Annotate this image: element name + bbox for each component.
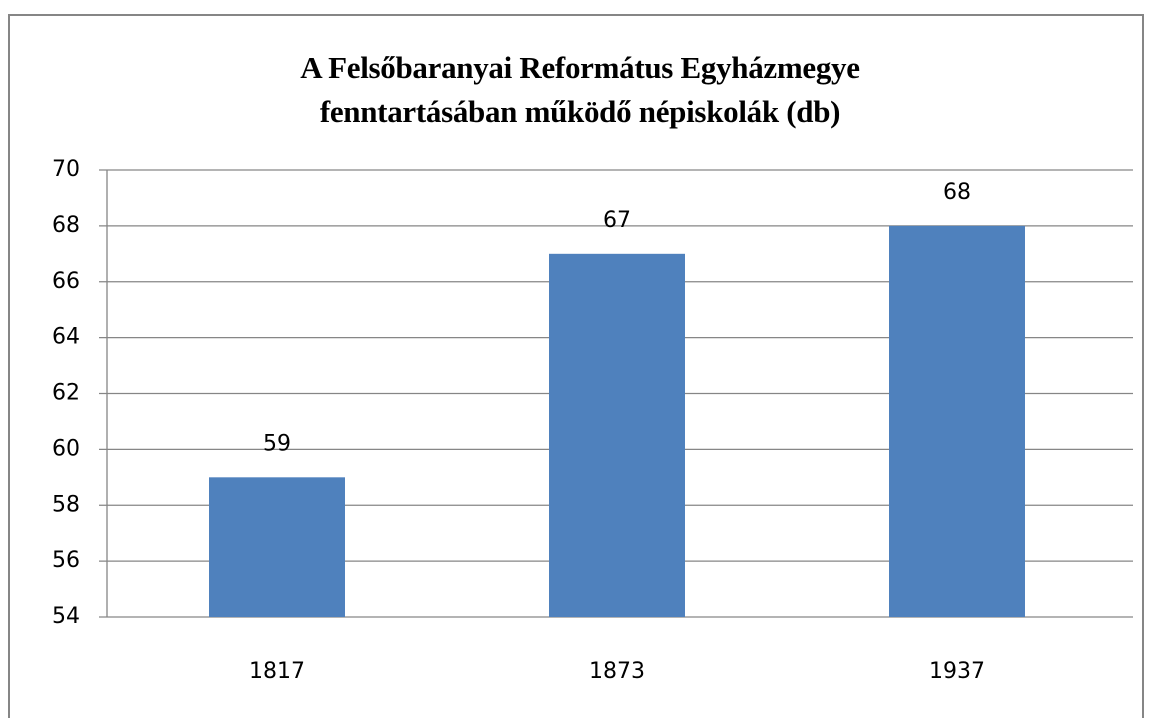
y-tick-label: 54	[52, 604, 80, 629]
value-label: 59	[263, 431, 291, 456]
y-tick-label: 70	[52, 157, 80, 182]
chart-title: A Felsőbaranyai Református Egyházmegye f…	[300, 50, 860, 129]
y-tick-label: 66	[52, 269, 80, 294]
x-tick-label: 1817	[249, 659, 305, 684]
y-tick-label: 60	[52, 436, 80, 461]
y-tick-label: 56	[52, 548, 80, 573]
y-tick-label: 58	[52, 492, 80, 517]
y-tick-label: 64	[52, 325, 80, 350]
x-tick-label: 1937	[929, 659, 985, 684]
x-tick-label: 1873	[589, 659, 645, 684]
value-label: 67	[603, 208, 631, 233]
y-tick-label: 62	[52, 381, 80, 406]
bar	[209, 477, 345, 617]
y-tick-label: 68	[52, 213, 80, 238]
bar	[549, 253, 685, 617]
chart-border	[8, 14, 1144, 718]
value-label: 68	[943, 180, 971, 205]
bar	[889, 225, 1025, 617]
